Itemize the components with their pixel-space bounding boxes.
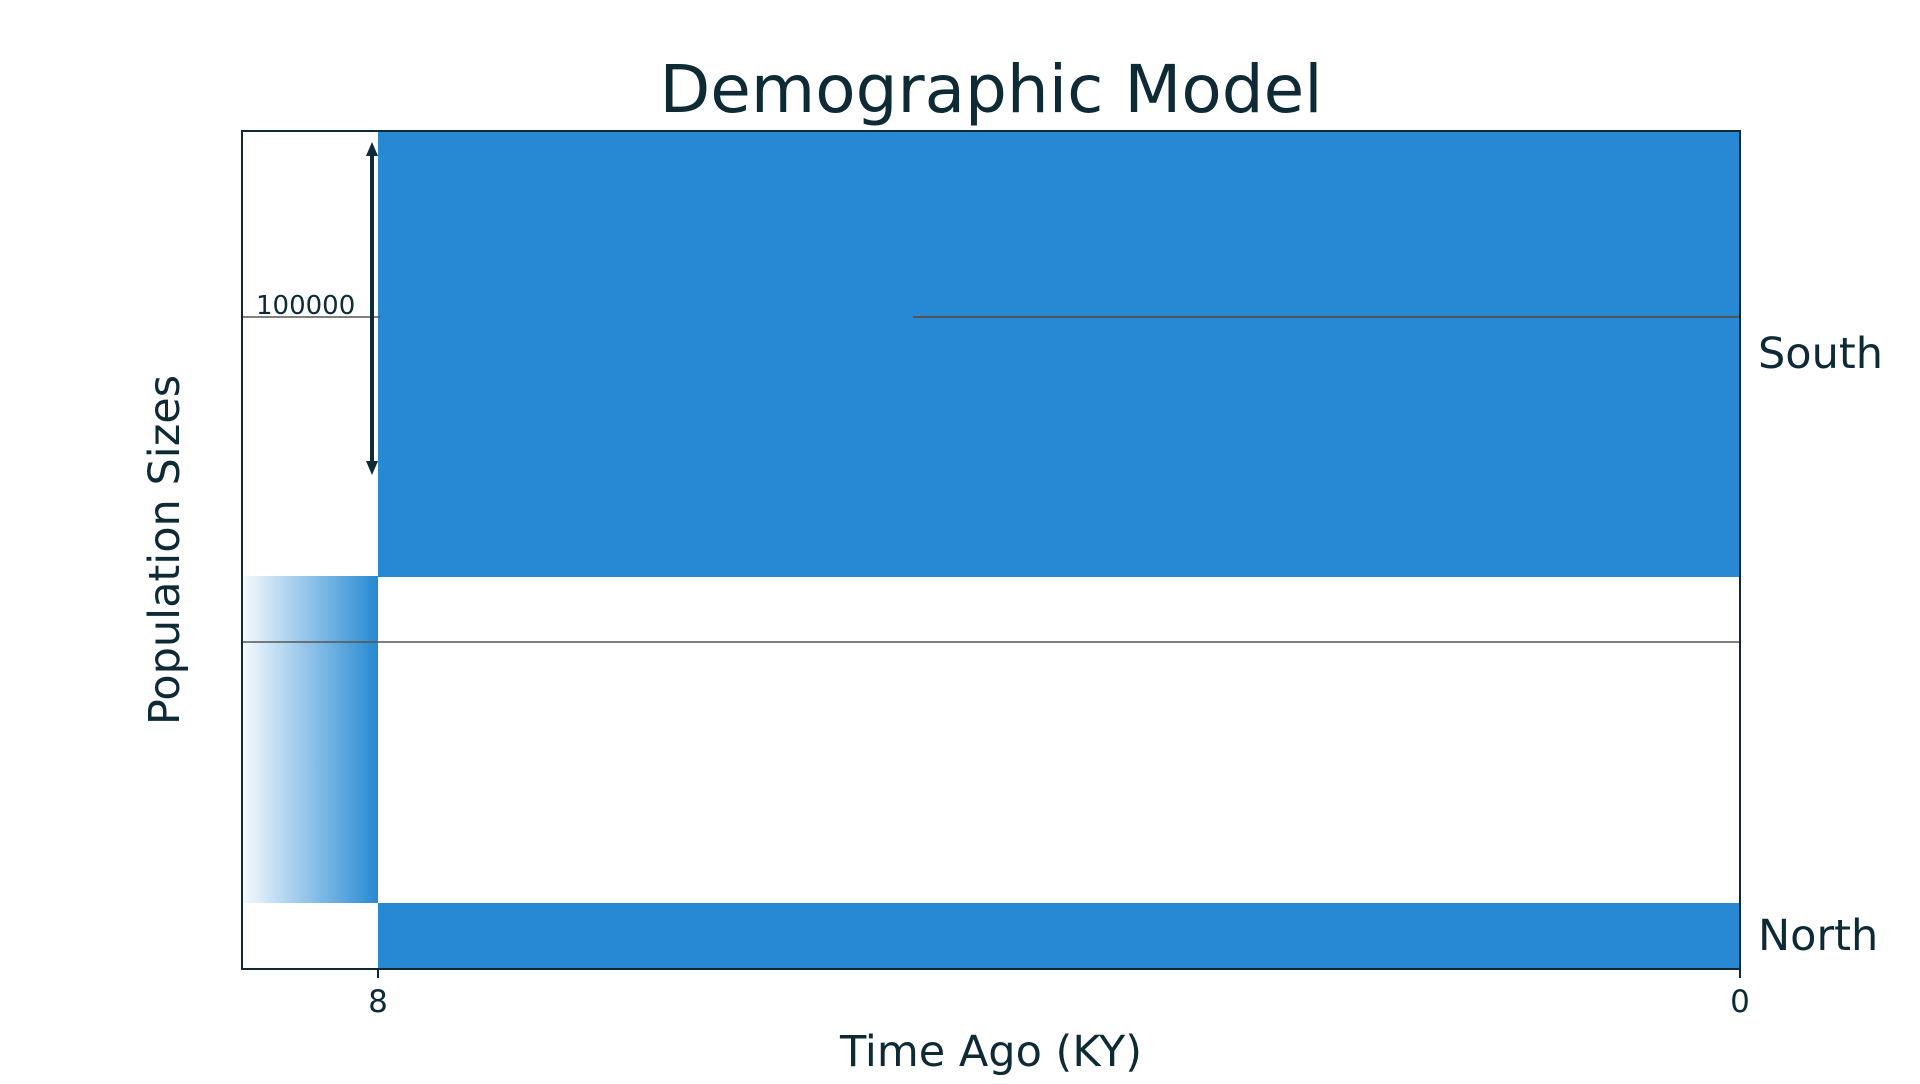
x-tick-label-8: 8 <box>368 984 388 1020</box>
population-band-ancestral <box>243 576 378 903</box>
x-axis-label: Time Ago (KY) <box>839 1027 1142 1077</box>
chart-title: Demographic Model <box>659 51 1322 128</box>
scale-bar-arrow-down <box>366 461 378 475</box>
population-band-north <box>378 903 1740 969</box>
chart-marks <box>243 131 1740 969</box>
population-label-south: South <box>1758 329 1883 379</box>
scale-bar-label: 100000 <box>256 291 355 321</box>
population-band-south <box>378 131 1740 577</box>
population-label-north: North <box>1758 911 1878 961</box>
x-tick-label-0: 0 <box>1730 984 1750 1020</box>
plot-frame <box>241 130 1741 970</box>
y-axis-label: Population Sizes <box>140 375 190 725</box>
scale-bar-arrow-up <box>366 142 378 156</box>
